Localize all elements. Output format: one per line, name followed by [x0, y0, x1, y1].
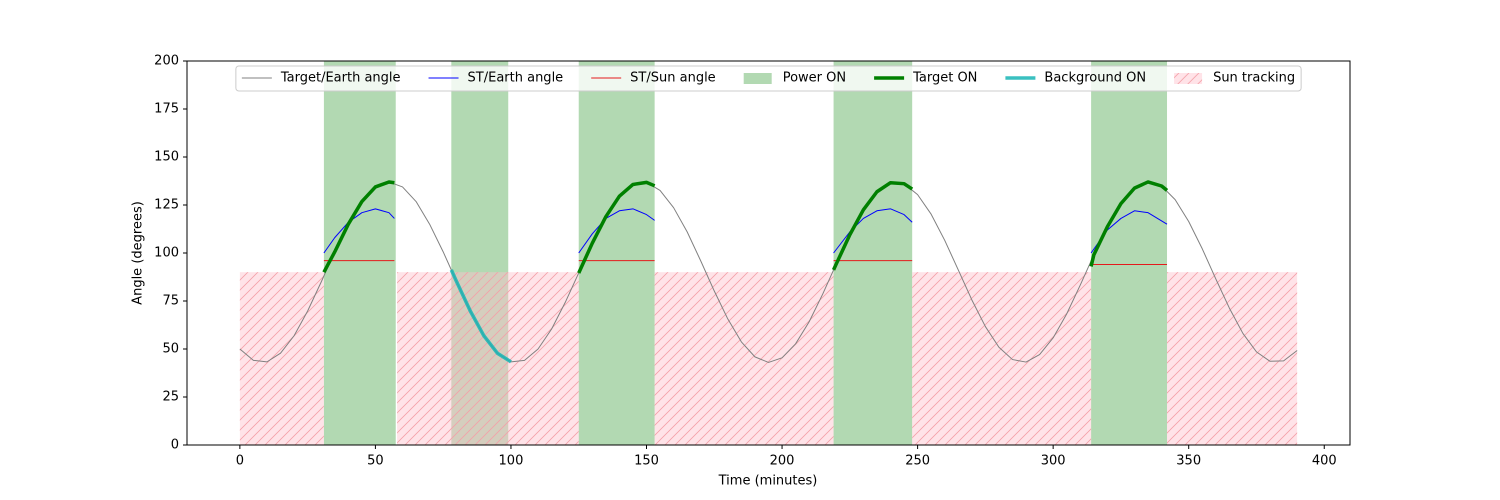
y-tick-label: 25 — [162, 390, 179, 405]
legend-item: Target/Earth angle — [241, 71, 401, 86]
x-tick-label: 100 — [499, 454, 524, 469]
legend: Target/Earth angle ST/Earth angle ST/Sun a… — [235, 65, 1302, 92]
span-hatch — [239, 272, 324, 445]
legend-item: Background ON — [1005, 71, 1146, 86]
y-tick-label: 0 — [171, 438, 179, 453]
y-tick-label: 100 — [154, 246, 179, 261]
legend-label: Sun tracking — [1213, 71, 1295, 86]
legend-label: Background ON — [1044, 71, 1146, 86]
span — [1091, 61, 1168, 445]
x-tick-label: 50 — [367, 454, 384, 469]
legend-box — [235, 65, 1302, 92]
x-tick-label: 200 — [770, 454, 795, 469]
plot-area — [239, 61, 1298, 445]
legend-item: ST/Earth angle — [428, 71, 564, 86]
span-hatch — [654, 272, 834, 445]
legend-patch — [743, 73, 772, 84]
y-tick-label: 50 — [162, 342, 179, 357]
legend-label: Target/Earth angle — [280, 71, 401, 86]
span-hatch — [912, 272, 1092, 445]
series-line — [322, 180, 1169, 274]
legend-item: ST/Sun angle — [591, 71, 716, 86]
x-tick-label: 0 — [236, 454, 244, 469]
legend-patch-hatch — [1174, 73, 1203, 84]
y-tick-label: 150 — [154, 150, 179, 165]
legend-label: ST/Sun angle — [630, 71, 716, 86]
span — [578, 61, 655, 445]
series-line — [449, 269, 512, 364]
x-tick-label: 150 — [634, 454, 659, 469]
series-line — [323, 208, 1168, 254]
x-tick-label: 250 — [905, 454, 930, 469]
legend-label: ST/Earth angle — [468, 71, 564, 86]
x-tick-label: 350 — [1176, 454, 1201, 469]
legend-label: Power ON — [783, 71, 846, 86]
x-axis-label: Time (minutes) — [718, 474, 818, 489]
x-tick-label: 300 — [1041, 454, 1066, 469]
y-tick-label: 175 — [154, 102, 179, 117]
y-tick-label: 200 — [154, 54, 179, 69]
span-hatch — [397, 272, 579, 445]
y-tick-label: 75 — [162, 294, 179, 309]
span-hatch — [1167, 272, 1298, 445]
legend-item: Power ON — [743, 71, 846, 86]
legend-item: Target ON — [874, 71, 977, 86]
series-line — [323, 260, 1168, 266]
y-axis-label: Angle (degrees) — [131, 201, 146, 305]
span — [833, 61, 913, 445]
legend-item: Sun tracking — [1174, 71, 1295, 86]
legend-label: Target ON — [912, 71, 977, 86]
x-tick-label: 400 — [1312, 454, 1337, 469]
y-tick-label: 125 — [154, 198, 179, 213]
